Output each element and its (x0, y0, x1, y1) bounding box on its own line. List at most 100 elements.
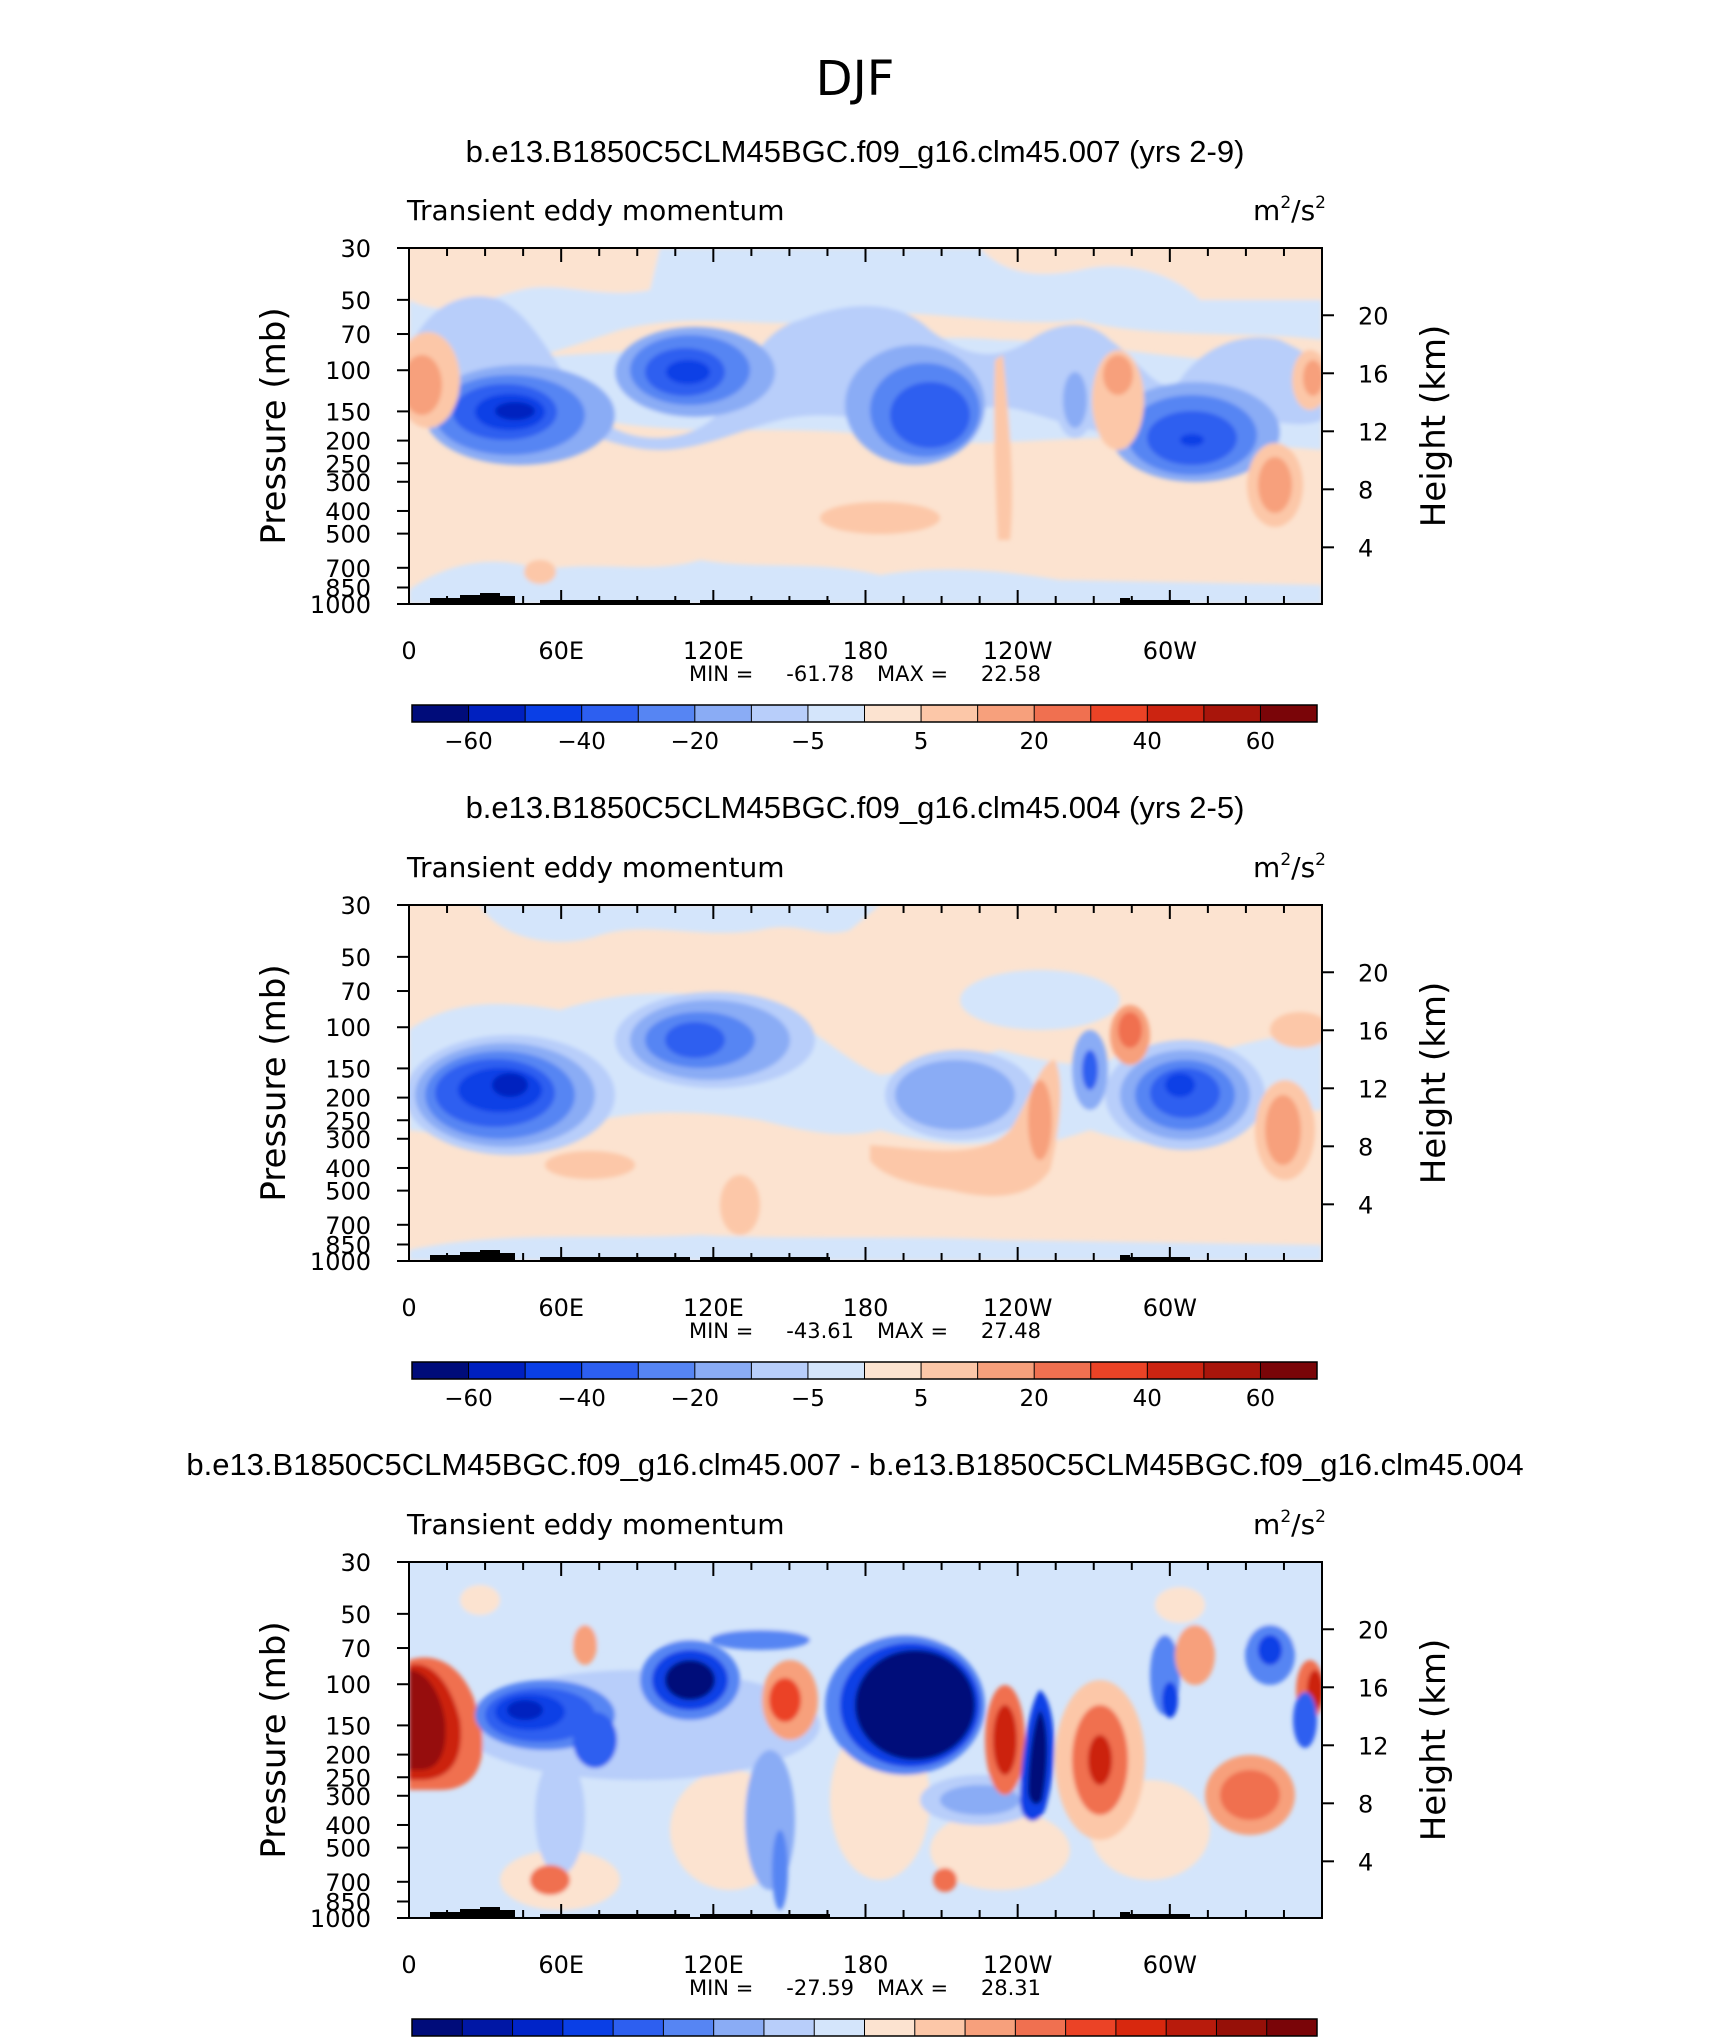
y2-tick-label: 16 (1358, 1674, 1389, 1702)
colorbar-label: 20 (1020, 729, 1049, 755)
colorbar-swatch (1034, 1362, 1092, 1379)
y2-tick-label: 8 (1358, 476, 1373, 504)
colorbar-swatch (663, 2019, 714, 2036)
y-tick-label: 700 (325, 1212, 371, 1240)
y2-tick-label: 4 (1358, 1848, 1373, 1876)
y-tick-label: 1000 (310, 1905, 371, 1933)
min-label: MIN = (689, 662, 753, 686)
x-tick-label: 120E (683, 1951, 744, 1979)
x-tick-label: 120E (683, 637, 744, 665)
colorbar-swatch (412, 1362, 469, 1379)
colorbar-swatch (525, 705, 582, 722)
colorbar-swatch (512, 2019, 564, 2036)
colorbar-label: −60 (444, 1386, 493, 1412)
x-tick-label: 60E (538, 1294, 584, 1322)
colorbar-swatch (562, 2019, 614, 2036)
y-tick-label: 150 (325, 1055, 371, 1083)
y-axis-label: Pressure (mb) (254, 964, 294, 1201)
colorbar-swatch (581, 705, 639, 722)
y2-axis-label: Height (km) (1414, 325, 1454, 528)
colorbar-label: −60 (444, 729, 493, 755)
x-tick-label: 120W (983, 637, 1053, 665)
y-tick-label: 400 (325, 1812, 371, 1840)
colorbar-swatch (468, 1362, 526, 1379)
colorbar-swatch (814, 2019, 865, 2036)
y2-tick-label: 8 (1358, 1790, 1373, 1818)
topography (430, 1250, 1190, 1261)
y-tick-label: 1000 (310, 591, 371, 619)
colorbar-swatch (468, 705, 526, 722)
colorbar-label: 20 (1020, 1386, 1049, 1412)
contour-field (409, 905, 1322, 1261)
colorbar-swatch (751, 1362, 809, 1379)
panel-title: b.e13.B1850C5CLM45BGC.f09_g16.clm45.007 … (186, 1447, 1523, 1482)
x-tick-label: 60W (1143, 1951, 1197, 1979)
colorbar-label: 60 (1246, 729, 1275, 755)
colorbar-label: 40 (1133, 729, 1162, 755)
colorbar-swatch (581, 1362, 639, 1379)
y-tick-label: 200 (325, 1742, 371, 1770)
x-tick-label: 60E (538, 1951, 584, 1979)
colorbar-swatch (525, 1362, 582, 1379)
max-value: 27.48 (981, 1319, 1041, 1343)
y2-tick-label: 12 (1358, 418, 1389, 446)
colorbar-swatch (713, 2019, 765, 2036)
colorbar-swatch (751, 705, 809, 722)
colorbar-swatch (921, 1362, 978, 1379)
colorbar-swatch (1203, 1362, 1261, 1379)
y2-tick-label: 20 (1358, 302, 1389, 330)
colorbar-swatch (1203, 705, 1261, 722)
contour-field (409, 248, 1322, 604)
x-tick-label: 0 (401, 1951, 416, 1979)
colorbar-swatch (965, 2019, 1016, 2036)
colorbar-swatch (1065, 2019, 1117, 2036)
panel-title: b.e13.B1850C5CLM45BGC.f09_g16.clm45.004 … (466, 790, 1245, 825)
panel-subtitle: Transient eddy momentum (406, 194, 785, 227)
y-tick-label: 500 (325, 1835, 371, 1863)
y-tick-label: 250 (325, 1764, 371, 1792)
units-label: m2/s2 (1253, 850, 1326, 884)
colorbar-label: −20 (671, 1386, 720, 1412)
y-tick-label: 70 (340, 321, 371, 349)
colorbar-label: −40 (557, 729, 606, 755)
colorbar-swatch (694, 1362, 752, 1379)
y-tick-label: 400 (325, 498, 371, 526)
topography (430, 1907, 1190, 1918)
panel-subtitle: Transient eddy momentum (406, 851, 785, 884)
colorbar-label: 5 (914, 729, 929, 755)
units-label: m2/s2 (1253, 193, 1326, 227)
colorbar-swatch (1216, 2019, 1268, 2036)
y-tick-label: 100 (325, 1671, 371, 1699)
y-tick-label: 400 (325, 1155, 371, 1183)
colorbar-swatch (1147, 705, 1205, 722)
y-tick-label: 30 (340, 892, 371, 920)
y-tick-label: 250 (325, 450, 371, 478)
colorbar-swatch (462, 2019, 513, 2036)
colorbar-swatch (412, 705, 469, 722)
colorbar-swatch (864, 1362, 922, 1379)
colorbar-label: −20 (671, 729, 720, 755)
min-label: MIN = (689, 1976, 753, 2000)
y2-tick-label: 4 (1358, 534, 1373, 562)
units-label: m2/s2 (1253, 1507, 1326, 1541)
min-value: -27.59 (786, 1976, 854, 2000)
y-tick-label: 500 (325, 1178, 371, 1206)
y-axis-label: Pressure (mb) (254, 1621, 294, 1858)
colorbar-swatch (638, 1362, 696, 1379)
y2-tick-label: 20 (1358, 959, 1389, 987)
y-tick-label: 150 (325, 1712, 371, 1740)
panel-title: b.e13.B1850C5CLM45BGC.f09_g16.clm45.007 … (466, 134, 1245, 169)
colorbar-swatch (412, 2019, 463, 2036)
x-tick-label: 60E (538, 637, 584, 665)
y2-tick-label: 16 (1358, 360, 1389, 388)
colorbar-swatch (1147, 1362, 1205, 1379)
y-tick-label: 1000 (310, 1248, 371, 1276)
panel-2: b.e13.B1850C5CLM45BGC.f09_g16.clm45.004 … (254, 790, 1454, 1412)
x-tick-label: 60W (1143, 637, 1197, 665)
x-tick-label: 60W (1143, 1294, 1197, 1322)
min-label: MIN = (689, 1319, 753, 1343)
contour-field (409, 1562, 1322, 1918)
y2-tick-label: 12 (1358, 1732, 1389, 1760)
y-tick-label: 850 (325, 575, 371, 603)
